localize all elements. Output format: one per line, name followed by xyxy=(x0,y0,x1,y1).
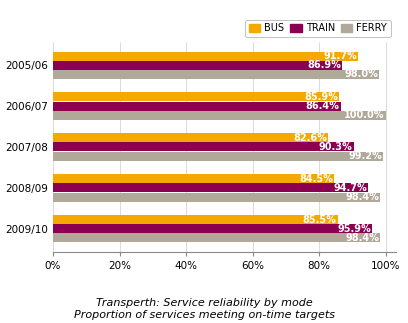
Text: 86.9%: 86.9% xyxy=(307,60,341,70)
Text: 85.5%: 85.5% xyxy=(303,214,337,224)
Bar xyxy=(53,111,386,120)
Bar xyxy=(53,224,372,233)
Text: 98.4%: 98.4% xyxy=(346,192,379,202)
Bar xyxy=(53,142,353,151)
Text: 99.2%: 99.2% xyxy=(348,151,382,161)
Bar xyxy=(53,133,328,142)
Bar xyxy=(53,102,341,110)
Text: 95.9%: 95.9% xyxy=(337,224,371,234)
Bar xyxy=(53,174,334,183)
Text: Transperth: Service reliability by mode
Proportion of services meeting on-time t: Transperth: Service reliability by mode … xyxy=(73,298,335,320)
Bar xyxy=(53,193,380,202)
Text: 90.3%: 90.3% xyxy=(319,142,353,152)
Text: 85.9%: 85.9% xyxy=(304,92,338,102)
Legend: BUS, TRAIN, FERRY: BUS, TRAIN, FERRY xyxy=(245,20,391,37)
Bar xyxy=(53,215,337,224)
Bar xyxy=(53,92,339,101)
Text: 91.7%: 91.7% xyxy=(324,51,357,61)
Bar xyxy=(53,52,358,60)
Bar xyxy=(53,152,383,161)
Bar xyxy=(53,234,380,242)
Text: 98.4%: 98.4% xyxy=(346,233,379,243)
Text: 82.6%: 82.6% xyxy=(293,133,327,143)
Bar xyxy=(53,183,368,192)
Text: 98.0%: 98.0% xyxy=(344,69,378,79)
Text: 86.4%: 86.4% xyxy=(306,101,339,111)
Text: 94.7%: 94.7% xyxy=(333,183,367,193)
Bar xyxy=(53,61,342,70)
Bar xyxy=(53,70,379,79)
Text: 84.5%: 84.5% xyxy=(299,174,333,184)
Text: 100.0%: 100.0% xyxy=(344,110,385,120)
